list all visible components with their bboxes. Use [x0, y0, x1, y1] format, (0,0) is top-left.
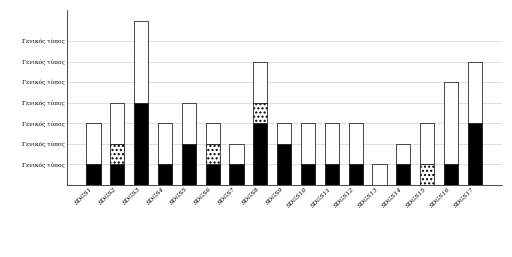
Bar	[134, 21, 148, 103]
Bar	[182, 144, 196, 185]
Bar	[205, 164, 220, 185]
Bar	[444, 82, 458, 164]
Bar	[420, 164, 434, 185]
Bar	[158, 123, 172, 164]
Bar	[253, 123, 267, 185]
Bar	[229, 164, 244, 185]
Bar	[205, 123, 220, 144]
Bar	[349, 123, 363, 164]
Bar	[253, 103, 267, 123]
Bar	[325, 164, 339, 185]
Bar	[420, 123, 434, 164]
Bar	[467, 62, 482, 123]
Bar	[134, 103, 148, 185]
Bar	[467, 123, 482, 185]
Bar	[444, 164, 458, 185]
Bar	[396, 144, 411, 164]
Bar	[396, 164, 411, 185]
Bar	[277, 123, 291, 144]
Bar	[158, 164, 172, 185]
Bar	[110, 103, 124, 144]
Bar	[87, 164, 101, 185]
Bar	[110, 164, 124, 185]
Bar	[229, 144, 244, 164]
Bar	[110, 144, 124, 164]
Bar	[87, 123, 101, 164]
Bar	[349, 164, 363, 185]
Bar	[182, 103, 196, 144]
Bar	[253, 62, 267, 103]
Bar	[277, 144, 291, 185]
Bar	[301, 164, 315, 185]
Bar	[372, 164, 387, 185]
Bar	[205, 144, 220, 164]
Bar	[325, 123, 339, 164]
Bar	[301, 123, 315, 164]
